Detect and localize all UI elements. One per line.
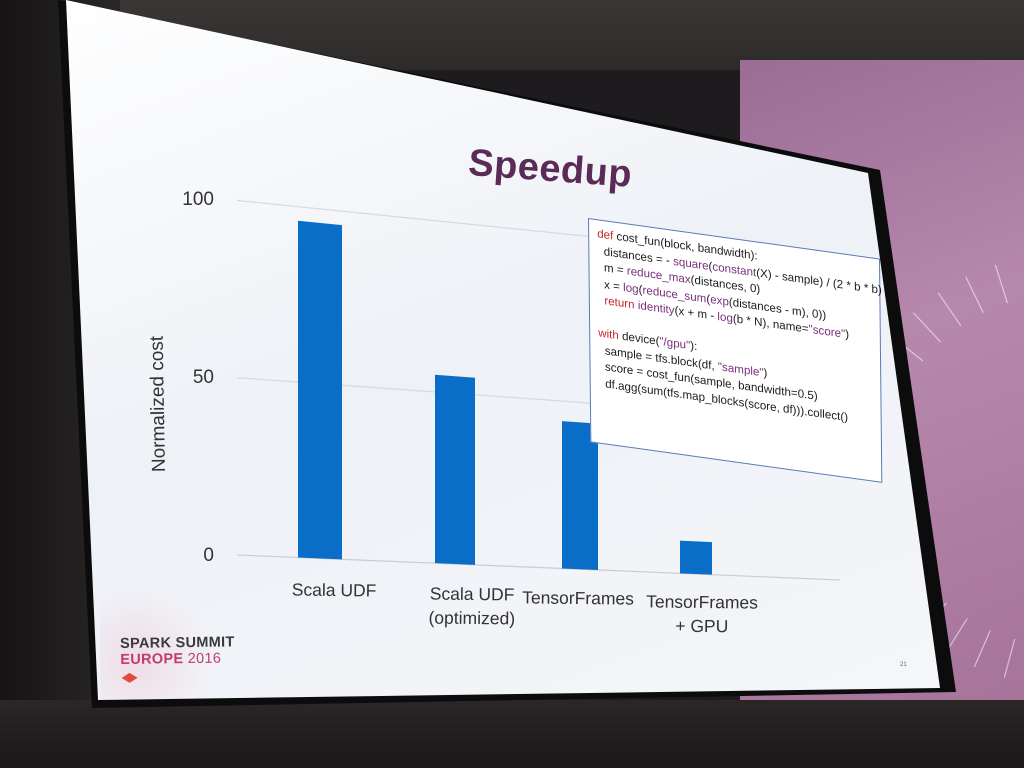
bar bbox=[435, 374, 475, 565]
y-tick-label: 0 bbox=[203, 545, 214, 566]
logo-europe-text: EUROPE bbox=[120, 651, 184, 668]
x-category-label: Scala UDF bbox=[292, 580, 377, 601]
logo-text-line1: SPARK SUMMIT bbox=[120, 634, 235, 652]
code-token: m = bbox=[597, 260, 627, 278]
code-token: ) bbox=[763, 365, 768, 380]
x-category-label: TensorFrames bbox=[646, 591, 758, 612]
x-category-label: TensorFrames bbox=[522, 587, 634, 608]
code-token: device( bbox=[621, 329, 660, 348]
x-category-label: + GPU bbox=[675, 616, 728, 637]
code-token: x = bbox=[597, 276, 624, 294]
code-token: ) bbox=[845, 327, 850, 342]
code-token: identity bbox=[637, 298, 675, 318]
bar bbox=[298, 220, 342, 560]
spark-logo-icon bbox=[121, 672, 138, 683]
room-floor bbox=[0, 700, 1024, 768]
code-token bbox=[598, 310, 601, 323]
bar bbox=[680, 540, 712, 575]
x-category-label: Scala UDF bbox=[430, 584, 515, 605]
spark-summit-logo: SPARK SUMMIT EUROPE 2016 bbox=[120, 634, 235, 683]
logo-text-line2: EUROPE 2016 bbox=[120, 650, 235, 668]
code-token: return bbox=[604, 294, 638, 312]
code-token: with bbox=[598, 326, 623, 343]
logo-background-graphic bbox=[100, 580, 220, 700]
code-token: def bbox=[597, 227, 617, 243]
bar bbox=[562, 421, 598, 570]
code-token: ): bbox=[690, 339, 698, 354]
slide-page-number: 21 bbox=[900, 662, 907, 668]
code-token: "score" bbox=[808, 322, 846, 341]
y-tick-label: 100 bbox=[182, 189, 214, 210]
code-token: log bbox=[623, 280, 639, 296]
code-snippet: def cost_fun(block, bandwidth): distance… bbox=[588, 218, 883, 483]
code-token: "/gpu" bbox=[659, 334, 691, 353]
y-tick-label: 50 bbox=[193, 367, 214, 388]
gridline bbox=[236, 554, 841, 581]
code-token: log bbox=[717, 309, 733, 326]
x-category-label: (optimized) bbox=[428, 608, 515, 629]
logo-year-text: 2016 bbox=[187, 650, 222, 668]
code-token: exp bbox=[710, 292, 729, 309]
y-axis-label: Normalized cost bbox=[147, 335, 170, 472]
